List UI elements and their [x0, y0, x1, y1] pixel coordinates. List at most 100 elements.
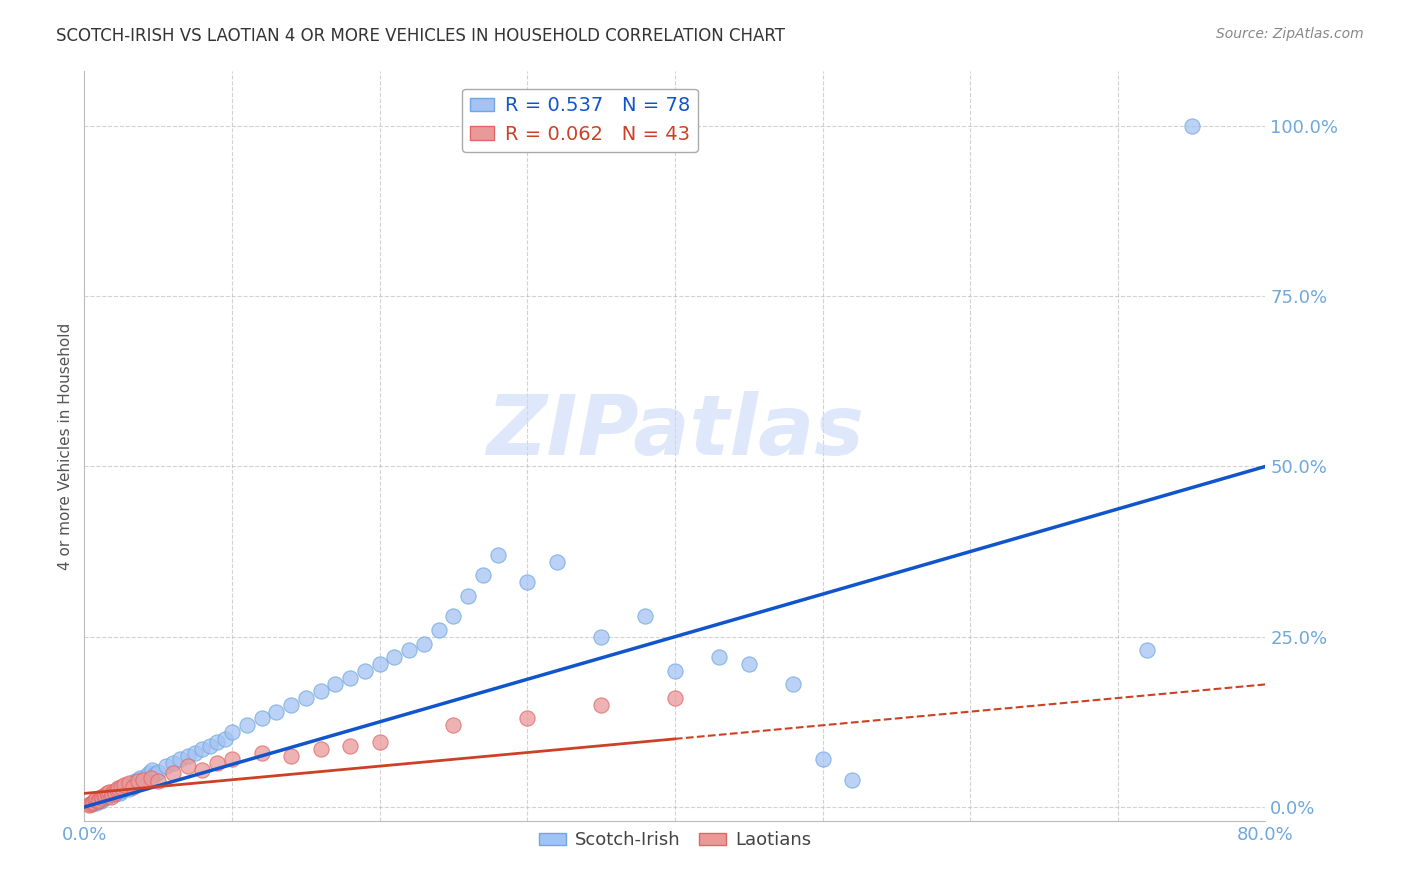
Point [1136, 643, 1159, 657]
Point [94, 789, 117, 804]
Point [96, 790, 118, 805]
Point [214, 731, 236, 746]
Point [398, 643, 420, 657]
Point [427, 623, 450, 637]
Point [295, 691, 318, 706]
Point [148, 774, 170, 789]
Point [591, 630, 613, 644]
Point [122, 780, 145, 794]
Point [101, 789, 124, 803]
Point [155, 759, 177, 773]
Point [83, 795, 105, 809]
Point [162, 756, 184, 770]
Point [198, 739, 221, 753]
Point [591, 698, 613, 712]
Point [1181, 119, 1204, 133]
Point [83, 793, 105, 807]
Point [122, 778, 145, 792]
Point [457, 589, 479, 603]
Point [112, 778, 135, 792]
Point [100, 789, 122, 804]
Point [250, 711, 273, 725]
Point [87, 792, 111, 806]
Point [250, 746, 273, 760]
Point [112, 780, 135, 794]
Point [124, 774, 146, 789]
Point [127, 774, 149, 789]
Point [368, 657, 391, 671]
Text: Source: ZipAtlas.com: Source: ZipAtlas.com [1216, 27, 1364, 41]
Point [87, 792, 111, 806]
Point [105, 783, 128, 797]
Point [143, 767, 166, 781]
Point [94, 788, 117, 802]
Point [104, 787, 127, 801]
Point [90, 790, 112, 805]
Point [207, 756, 229, 770]
Point [184, 746, 207, 760]
Point [90, 794, 112, 808]
Point [382, 650, 406, 665]
Point [139, 772, 162, 786]
Point [125, 775, 148, 789]
Point [86, 793, 108, 807]
Legend: Scotch-Irish, Laotians: Scotch-Irish, Laotians [531, 824, 818, 856]
Point [96, 786, 118, 800]
Text: ZIPatlas: ZIPatlas [486, 391, 863, 472]
Text: SCOTCH-IRISH VS LAOTIAN 4 OR MORE VEHICLES IN HOUSEHOLD CORRELATION CHART: SCOTCH-IRISH VS LAOTIAN 4 OR MORE VEHICL… [56, 27, 785, 45]
Point [108, 786, 131, 800]
Point [135, 769, 157, 783]
Point [79, 797, 101, 811]
Point [148, 764, 170, 779]
Point [103, 785, 125, 799]
Point [738, 657, 761, 671]
Point [115, 778, 138, 792]
Point [162, 766, 184, 780]
Point [91, 791, 114, 805]
Point [266, 705, 288, 719]
Y-axis label: 4 or more Vehicles in Household: 4 or more Vehicles in Household [58, 322, 73, 570]
Point [309, 684, 332, 698]
Point [207, 735, 229, 749]
Point [97, 789, 120, 803]
Point [101, 787, 124, 801]
Point [191, 742, 214, 756]
Point [84, 796, 107, 810]
Point [107, 783, 129, 797]
Point [339, 739, 361, 753]
Point [100, 786, 122, 800]
Point [516, 711, 538, 725]
Point [93, 789, 115, 804]
Point [129, 772, 152, 786]
Point [111, 782, 134, 797]
Point [105, 784, 128, 798]
Point [634, 609, 657, 624]
Point [103, 784, 125, 798]
Point [221, 752, 243, 766]
Point [782, 677, 804, 691]
Point [169, 752, 191, 766]
Point [177, 748, 200, 763]
Point [841, 772, 863, 787]
Point [354, 664, 377, 678]
Point [368, 735, 391, 749]
Point [709, 650, 731, 665]
Point [177, 759, 200, 773]
Point [664, 664, 686, 678]
Point [413, 636, 436, 650]
Point [664, 691, 686, 706]
Point [82, 795, 104, 809]
Point [98, 785, 121, 799]
Point [138, 766, 160, 780]
Point [486, 548, 509, 562]
Point [546, 555, 568, 569]
Point [472, 568, 495, 582]
Point [309, 742, 332, 756]
Point [98, 788, 121, 802]
Point [110, 783, 132, 797]
Point [118, 776, 141, 790]
Point [114, 780, 136, 795]
Point [127, 772, 149, 787]
Point [516, 575, 538, 590]
Point [141, 763, 163, 777]
